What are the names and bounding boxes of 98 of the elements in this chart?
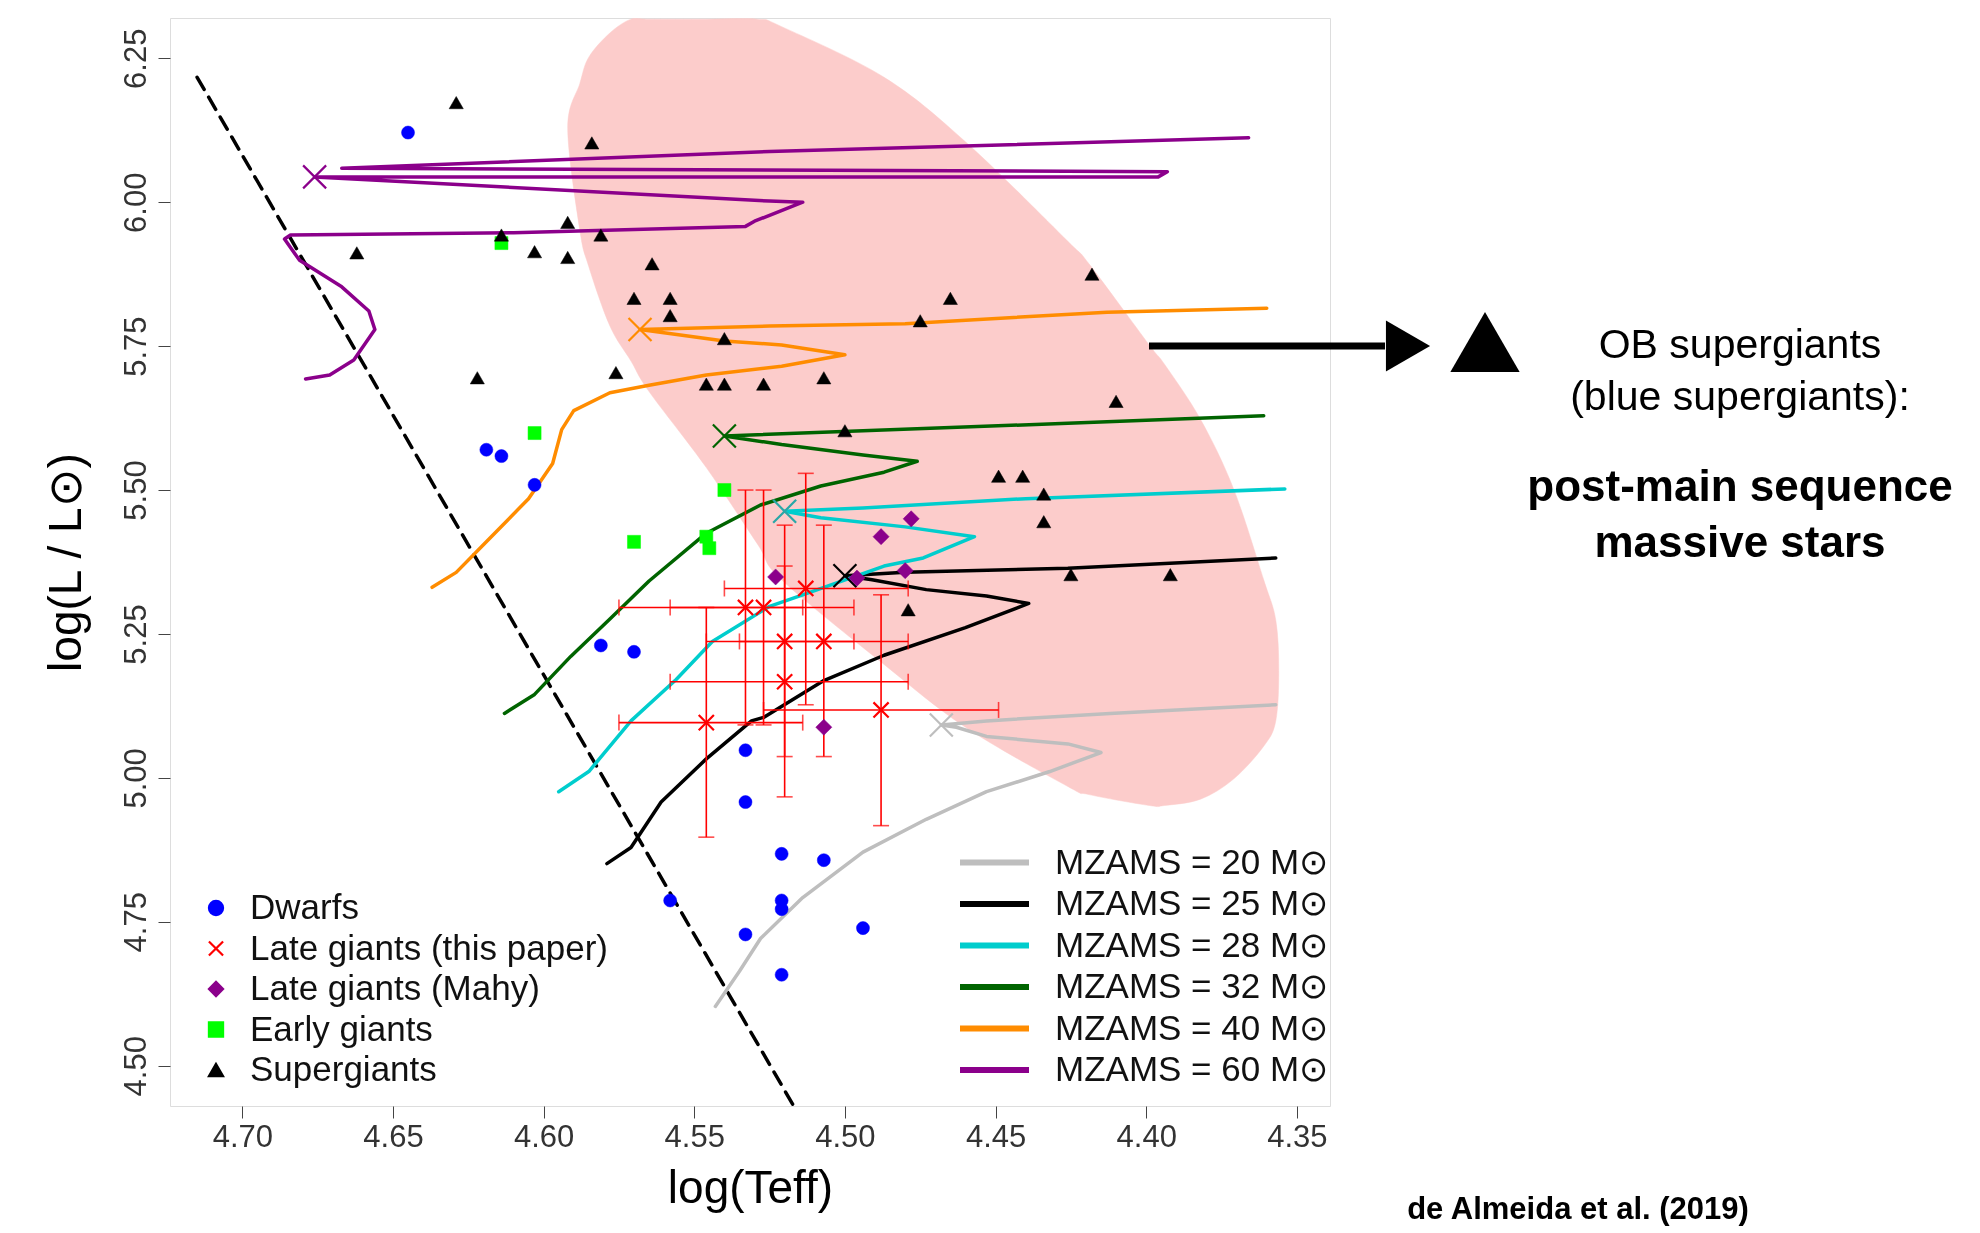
point bbox=[527, 245, 542, 259]
legend-label: MZAMS = 40 M⊙ bbox=[1055, 1007, 1329, 1047]
point bbox=[349, 246, 365, 260]
point bbox=[593, 228, 609, 242]
text: post-main sequence massive stars bbox=[1527, 461, 1953, 566]
line-series bbox=[556, 487, 1287, 794]
point bbox=[1036, 515, 1052, 529]
point bbox=[817, 853, 831, 867]
legend-label: Early giants bbox=[250, 1008, 433, 1048]
legend-label: Late giants (this paper) bbox=[250, 927, 608, 967]
point bbox=[479, 442, 494, 457]
point bbox=[797, 579, 815, 598]
point bbox=[448, 96, 464, 109]
point bbox=[527, 426, 542, 440]
x-tick-label: 4.35 bbox=[1267, 1118, 1328, 1154]
x-axis-title: log(Teff) bbox=[667, 1160, 834, 1213]
point bbox=[470, 371, 485, 385]
x-tick-label: 4.65 bbox=[363, 1118, 424, 1154]
point bbox=[815, 632, 833, 651]
y-tick-label: 5.00 bbox=[117, 748, 153, 809]
point bbox=[698, 377, 714, 391]
point bbox=[560, 215, 576, 229]
line-series bbox=[502, 414, 1266, 716]
point bbox=[1036, 487, 1052, 501]
point bbox=[756, 377, 771, 391]
legend-label: MZAMS = 60 M⊙ bbox=[1055, 1049, 1329, 1088]
point bbox=[837, 424, 853, 438]
point bbox=[738, 743, 753, 757]
legend-label: Supergiants bbox=[250, 1049, 437, 1088]
point bbox=[872, 701, 890, 719]
y-axis-title: log(L / L⊙) bbox=[38, 453, 91, 672]
point bbox=[900, 603, 916, 617]
point bbox=[774, 902, 789, 916]
point bbox=[662, 291, 678, 305]
point bbox=[644, 257, 660, 271]
point bbox=[560, 251, 576, 264]
point bbox=[774, 967, 789, 982]
point bbox=[896, 562, 914, 579]
text: de Almeida et al. (2019) bbox=[1407, 1191, 1749, 1226]
y-tick-label: 6.00 bbox=[117, 172, 153, 233]
point bbox=[1015, 469, 1030, 483]
line-series bbox=[282, 135, 1251, 381]
x-tick-label: 4.40 bbox=[1116, 1118, 1177, 1154]
point bbox=[738, 795, 753, 809]
point bbox=[717, 332, 732, 346]
point bbox=[717, 483, 732, 497]
point bbox=[584, 136, 600, 150]
point bbox=[815, 718, 833, 736]
point bbox=[816, 371, 832, 385]
point bbox=[494, 449, 509, 463]
point bbox=[702, 541, 717, 555]
point bbox=[401, 125, 415, 140]
point bbox=[627, 645, 641, 659]
y-tick-label: 4.75 bbox=[117, 892, 153, 953]
x-tick-label: 4.70 bbox=[212, 1118, 273, 1154]
point bbox=[1084, 267, 1100, 281]
point bbox=[717, 377, 732, 391]
point bbox=[991, 469, 1006, 483]
point bbox=[1162, 568, 1178, 582]
point bbox=[872, 528, 890, 545]
text: OB supergiants (blue supergiants): bbox=[1570, 321, 1910, 420]
x-tick-label: 4.55 bbox=[664, 1118, 725, 1154]
legend-label: Dwarfs bbox=[250, 887, 359, 926]
point bbox=[943, 291, 958, 305]
point bbox=[738, 927, 753, 942]
x-tick-label: 4.45 bbox=[965, 1118, 1027, 1154]
point bbox=[626, 291, 642, 305]
y-tick-label: 5.50 bbox=[117, 460, 153, 521]
point bbox=[775, 632, 794, 651]
y-tick-label: 6.25 bbox=[117, 28, 153, 89]
legend-label: MZAMS = 32 M⊙ bbox=[1055, 966, 1329, 1005]
point bbox=[662, 309, 678, 322]
point bbox=[856, 921, 870, 935]
point bbox=[608, 366, 624, 379]
legend-label: Late giants (Mahy) bbox=[250, 968, 540, 1007]
point bbox=[594, 638, 608, 653]
point bbox=[774, 847, 789, 861]
point bbox=[627, 535, 641, 549]
point bbox=[902, 510, 920, 528]
legend-label: MZAMS = 25 M⊙ bbox=[1055, 883, 1329, 922]
point bbox=[494, 228, 509, 242]
point bbox=[527, 478, 542, 492]
x-tick-label: 4.60 bbox=[513, 1118, 575, 1154]
y-tick-label: 5.75 bbox=[117, 316, 153, 377]
point bbox=[663, 893, 677, 908]
point bbox=[1108, 395, 1124, 408]
legend-label: MZAMS = 28 M⊙ bbox=[1055, 924, 1329, 964]
legend-label: MZAMS = 20 M⊙ bbox=[1055, 841, 1329, 881]
y-tick-label: 4.50 bbox=[117, 1036, 153, 1097]
y-tick-label: 5.25 bbox=[117, 604, 153, 665]
point bbox=[767, 568, 784, 586]
point bbox=[848, 569, 866, 587]
x-tick-label: 4.50 bbox=[815, 1118, 876, 1154]
point bbox=[697, 713, 715, 732]
line-series bbox=[430, 306, 1269, 590]
point bbox=[912, 314, 928, 328]
point bbox=[1063, 568, 1079, 582]
point bbox=[775, 673, 794, 691]
